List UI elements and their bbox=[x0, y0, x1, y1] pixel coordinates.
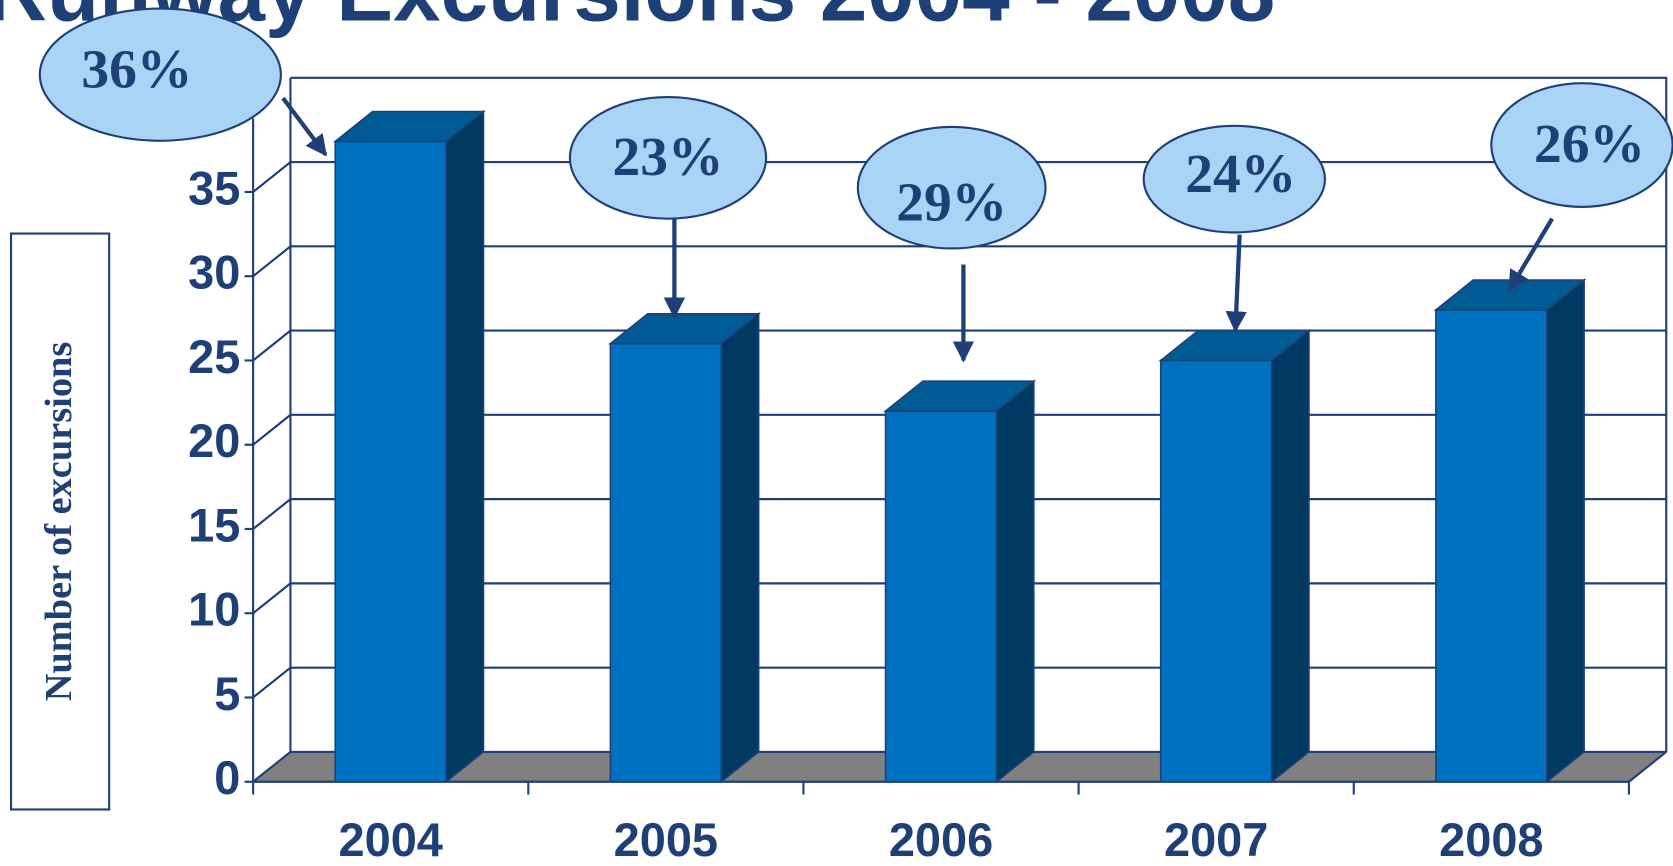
y-tick-label: 20 bbox=[188, 415, 240, 467]
bar-side bbox=[995, 379, 1035, 784]
callout bbox=[1142, 124, 1327, 234]
y-tick-label: 25 bbox=[188, 331, 240, 383]
callout-label: 24% bbox=[1185, 143, 1296, 204]
callout-label: 36% bbox=[81, 38, 192, 99]
x-tick-label: 2007 bbox=[1164, 814, 1268, 866]
callout-label: 29% bbox=[896, 172, 1007, 233]
callout-arrow bbox=[281, 96, 328, 157]
callout-arrow bbox=[1507, 217, 1554, 292]
x-tick-label: 2006 bbox=[889, 814, 993, 866]
x-tick-label: 2005 bbox=[614, 814, 718, 866]
y-tick-label: 15 bbox=[188, 499, 240, 551]
y-tick-label: 5 bbox=[214, 668, 240, 720]
x-tick-label: 2004 bbox=[339, 814, 443, 866]
y-tick-label: 35 bbox=[188, 162, 240, 214]
callout-label: 23% bbox=[613, 126, 724, 187]
bar-side bbox=[1545, 278, 1585, 784]
callout bbox=[568, 95, 768, 220]
callout bbox=[856, 125, 1047, 250]
bar bbox=[1159, 359, 1273, 783]
grid-line bbox=[252, 245, 1667, 278]
bar bbox=[884, 410, 998, 783]
callout-arrow bbox=[1225, 234, 1247, 333]
callout bbox=[38, 7, 282, 142]
y-tick-label: 30 bbox=[188, 247, 240, 299]
y-tick-label: 10 bbox=[188, 584, 240, 636]
bar bbox=[1435, 309, 1548, 783]
y-axis-label: Number of excursions bbox=[38, 342, 80, 702]
plot: 0 5 10 15 20 25 30 35 2004 2005 2006 2007 2008 36% 23%… bbox=[38, 7, 1673, 866]
x-tick-label: 2008 bbox=[1439, 814, 1543, 866]
y-label-box bbox=[9, 232, 111, 811]
y-tick-label: 0 bbox=[214, 752, 240, 804]
bar bbox=[334, 140, 447, 783]
bar-side bbox=[1270, 328, 1310, 784]
bar-side bbox=[445, 109, 485, 784]
bar-side bbox=[720, 312, 760, 784]
bar bbox=[609, 342, 723, 783]
callout-label: 26% bbox=[1534, 113, 1645, 174]
